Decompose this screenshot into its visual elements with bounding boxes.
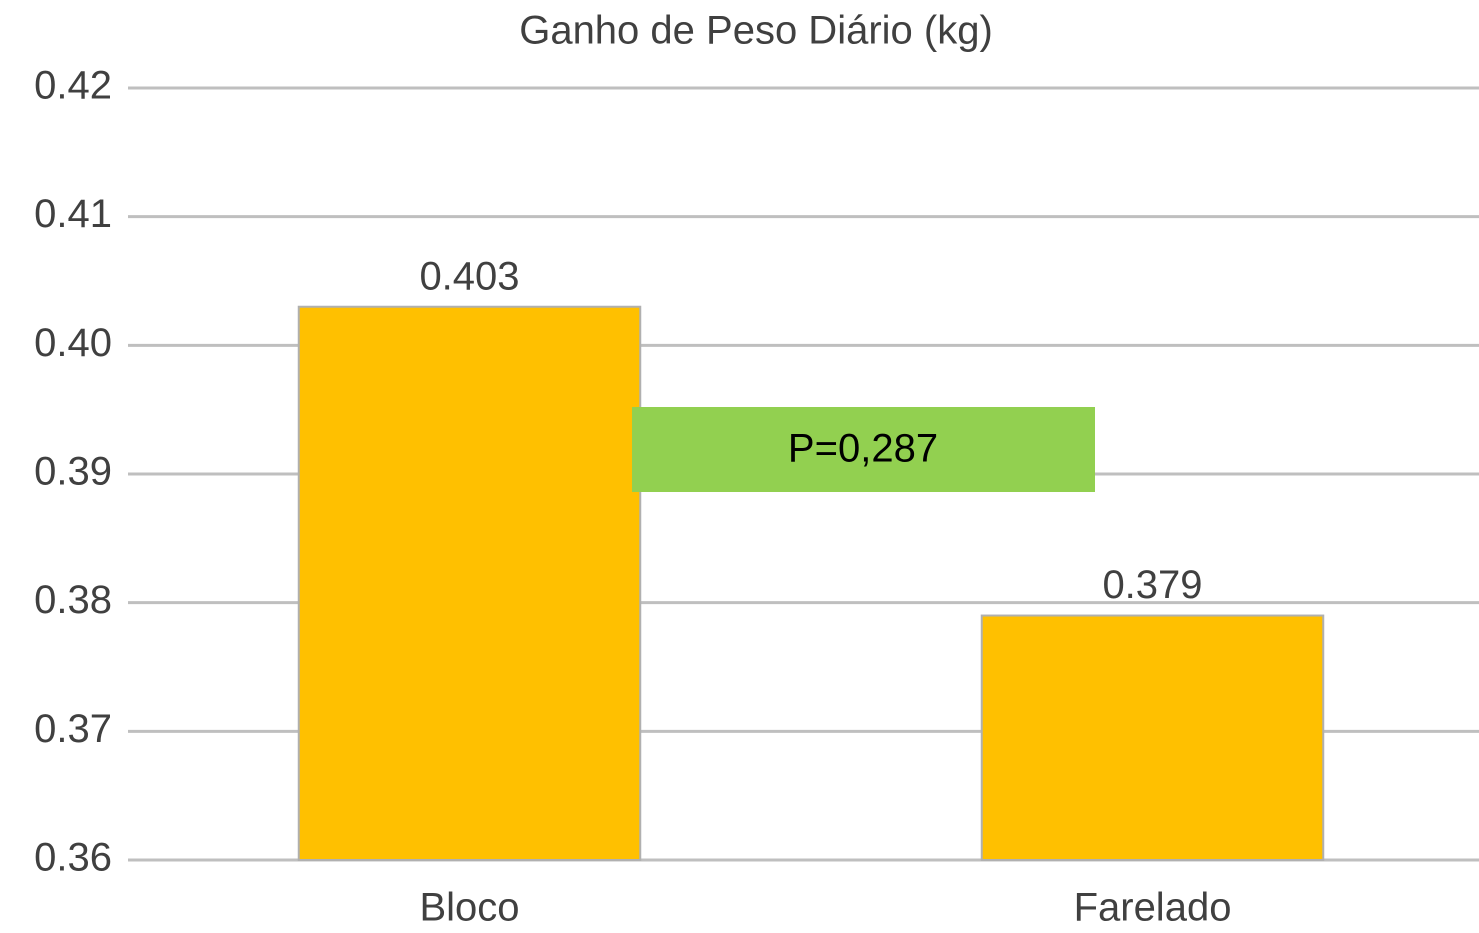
chart-title: Ganho de Peso Diário (kg): [519, 9, 993, 53]
y-tick-label: 0.41: [34, 192, 112, 236]
x-tick-label: Farelado: [1074, 886, 1232, 930]
data-label: 0.379: [1102, 563, 1202, 607]
x-tick-label: Bloco: [419, 886, 519, 930]
y-tick-label: 0.36: [34, 836, 112, 880]
y-tick-label: 0.40: [34, 321, 112, 365]
annotation-box: [632, 407, 1095, 492]
y-tick-label: 0.42: [34, 64, 112, 108]
y-tick-label: 0.39: [34, 450, 112, 494]
y-tick-label: 0.37: [34, 707, 112, 751]
bar: [980, 614, 1325, 861]
y-tick-label: 0.38: [34, 578, 112, 622]
data-label: 0.403: [419, 254, 519, 298]
bar: [297, 305, 642, 861]
annotation: P=0,287: [788, 427, 938, 471]
